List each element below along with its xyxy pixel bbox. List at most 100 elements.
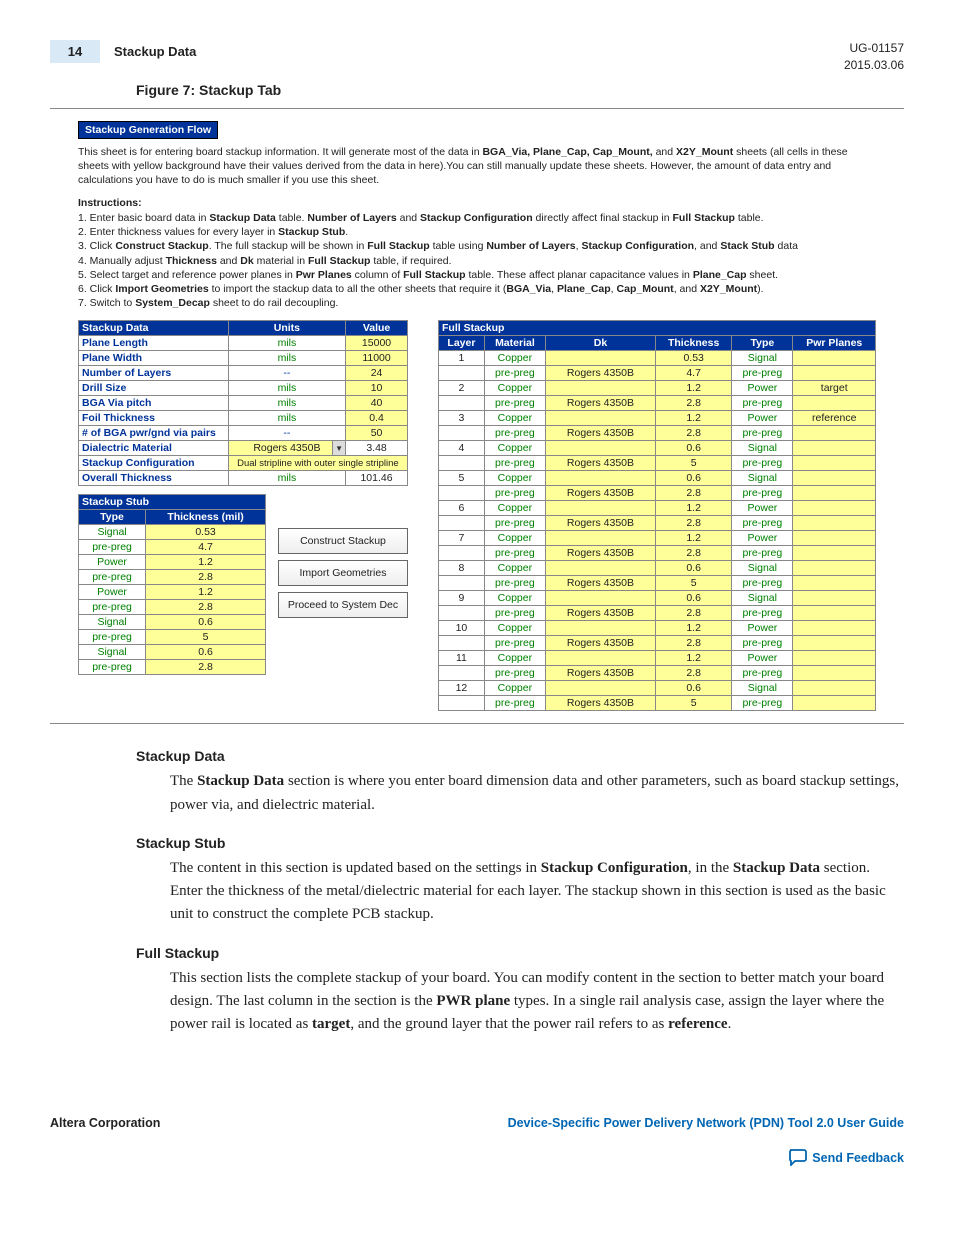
fs-pwr-planes[interactable] [793,351,876,366]
stub-row: pre-preg 2.8 [79,570,266,585]
fs-thickness[interactable]: 0.6 [655,591,731,606]
fs-dk[interactable]: Rogers 4350B [545,636,655,651]
sd-value[interactable]: 0.4 [346,411,408,426]
fs-thickness[interactable]: 1.2 [655,651,731,666]
instructions-list: 1. Enter basic board data in Stackup Dat… [78,211,876,310]
fs-thickness[interactable]: 0.6 [655,681,731,696]
footer-right-link[interactable]: Device-Specific Power Delivery Network (… [508,1116,904,1130]
fs-dk[interactable] [545,411,655,426]
stub-thickness[interactable]: 0.6 [146,615,266,630]
stub-thickness[interactable]: 4.7 [146,540,266,555]
fs-dk[interactable] [545,621,655,636]
fs-thickness[interactable]: 0.6 [655,471,731,486]
fs-thickness[interactable]: 1.2 [655,531,731,546]
sd-value[interactable]: 24 [346,366,408,381]
sd-value[interactable]: 10 [346,381,408,396]
sd-span-value[interactable]: Dual stripline with outer single stripli… [228,456,407,471]
fs-thickness[interactable]: 1.2 [655,621,731,636]
fs-thickness[interactable]: 2.8 [655,666,731,681]
fs-thickness[interactable]: 4.7 [655,366,731,381]
fs-pwr-planes[interactable] [793,681,876,696]
import-geometries-button[interactable]: Import Geometries [278,560,408,586]
fs-pwr-planes[interactable] [793,441,876,456]
stub-thickness[interactable]: 0.53 [146,525,266,540]
fs-pwr-planes[interactable] [793,516,876,531]
fs-dk[interactable] [545,531,655,546]
fs-pwr-planes[interactable] [793,366,876,381]
stub-thickness[interactable]: 0.6 [146,645,266,660]
fs-thickness[interactable]: 0.6 [655,441,731,456]
fs-pwr-planes[interactable] [793,576,876,591]
fs-dk[interactable]: Rogers 4350B [545,696,655,711]
fs-pwr-planes[interactable] [793,696,876,711]
fs-dk[interactable] [545,501,655,516]
fs-dk[interactable]: Rogers 4350B [545,486,655,501]
fs-pwr-planes[interactable] [793,471,876,486]
fs-dk[interactable] [545,441,655,456]
fs-pwr-planes[interactable] [793,591,876,606]
fs-thickness[interactable]: 5 [655,696,731,711]
fs-dk[interactable] [545,471,655,486]
fs-pwr-planes[interactable] [793,561,876,576]
send-feedback-link[interactable]: Send Feedback [50,1148,904,1169]
stub-thickness[interactable]: 1.2 [146,555,266,570]
fs-dk[interactable]: Rogers 4350B [545,576,655,591]
fs-dk[interactable] [545,651,655,666]
sd-value[interactable]: 40 [346,396,408,411]
fs-thickness[interactable]: 5 [655,456,731,471]
fs-thickness[interactable]: 1.2 [655,411,731,426]
fs-pwr-planes[interactable] [793,486,876,501]
sd-value[interactable]: 11000 [346,351,408,366]
fs-thickness[interactable]: 2.8 [655,516,731,531]
fs-thickness[interactable]: 1.2 [655,381,731,396]
fs-pwr-planes[interactable] [793,456,876,471]
fs-dk[interactable] [545,381,655,396]
fs-pwr-planes[interactable] [793,651,876,666]
proceed-system-decap-button[interactable]: Proceed to System Dec [278,592,408,618]
fs-thickness[interactable]: 0.6 [655,561,731,576]
fs-pwr-planes[interactable] [793,606,876,621]
stub-thickness[interactable]: 2.8 [146,570,266,585]
fs-layer [439,636,485,651]
dielectric-dropdown[interactable]: Rogers 4350B▼ [228,441,345,456]
fs-thickness[interactable]: 5 [655,576,731,591]
fs-dk[interactable] [545,591,655,606]
construct-stackup-button[interactable]: Construct Stackup [278,528,408,554]
sd-value[interactable]: 15000 [346,336,408,351]
fs-dk[interactable]: Rogers 4350B [545,546,655,561]
stub-thickness[interactable]: 2.8 [146,600,266,615]
fs-pwr-planes[interactable] [793,501,876,516]
fs-pwr-planes[interactable]: reference [793,411,876,426]
fs-dk[interactable] [545,681,655,696]
stub-thickness[interactable]: 2.8 [146,660,266,675]
fs-dk[interactable]: Rogers 4350B [545,366,655,381]
fs-thickness[interactable]: 2.8 [655,486,731,501]
fs-thickness[interactable]: 2.8 [655,636,731,651]
fs-dk[interactable]: Rogers 4350B [545,426,655,441]
fs-pwr-planes[interactable] [793,666,876,681]
fs-thickness[interactable]: 2.8 [655,546,731,561]
fs-thickness[interactable]: 2.8 [655,426,731,441]
fs-thickness[interactable]: 2.8 [655,396,731,411]
fs-dk[interactable]: Rogers 4350B [545,516,655,531]
fs-thickness[interactable]: 1.2 [655,501,731,516]
fs-thickness[interactable]: 0.53 [655,351,731,366]
fs-pwr-planes[interactable]: target [793,381,876,396]
fs-material: pre-preg [484,366,545,381]
sd-value[interactable]: 50 [346,426,408,441]
stub-thickness[interactable]: 5 [146,630,266,645]
fs-dk[interactable]: Rogers 4350B [545,606,655,621]
fs-dk[interactable]: Rogers 4350B [545,666,655,681]
stub-thickness[interactable]: 1.2 [146,585,266,600]
fs-dk[interactable]: Rogers 4350B [545,456,655,471]
fs-pwr-planes[interactable] [793,546,876,561]
fs-pwr-planes[interactable] [793,426,876,441]
fs-thickness[interactable]: 2.8 [655,606,731,621]
fs-pwr-planes[interactable] [793,621,876,636]
fs-pwr-planes[interactable] [793,531,876,546]
fs-dk[interactable] [545,351,655,366]
fs-dk[interactable]: Rogers 4350B [545,396,655,411]
fs-pwr-planes[interactable] [793,396,876,411]
fs-dk[interactable] [545,561,655,576]
fs-pwr-planes[interactable] [793,636,876,651]
